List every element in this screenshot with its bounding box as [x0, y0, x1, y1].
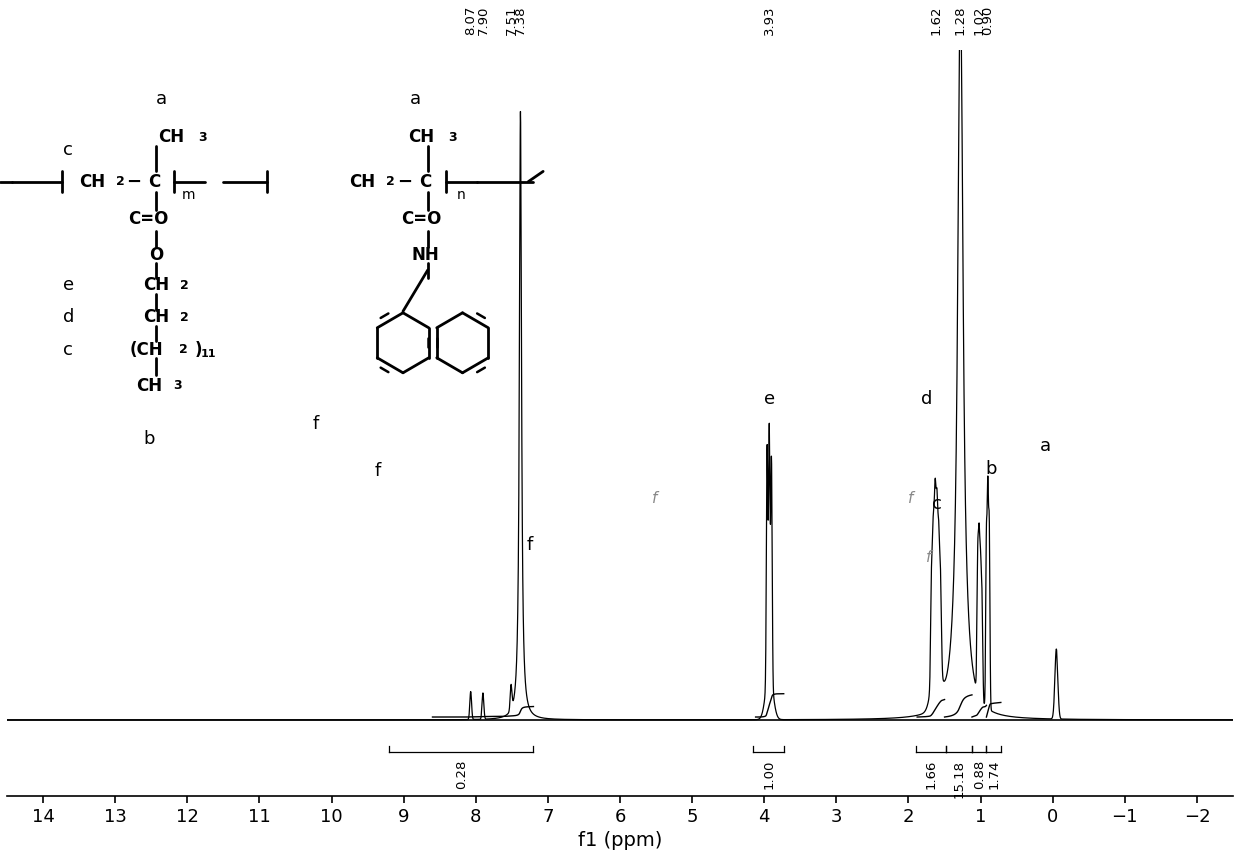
Text: 2: 2: [180, 310, 190, 324]
Text: CH: CH: [78, 172, 105, 191]
Text: m: m: [182, 189, 195, 202]
Text: a: a: [156, 89, 166, 108]
Text: 11: 11: [201, 349, 216, 359]
Text: b: b: [986, 460, 997, 478]
Text: ): ): [195, 340, 202, 359]
Text: f: f: [312, 415, 320, 434]
Text: CH: CH: [143, 276, 170, 295]
Text: d: d: [921, 391, 932, 409]
Text: NH: NH: [412, 245, 439, 264]
Text: $\mathit{f}$: $\mathit{f}$: [925, 548, 935, 565]
Text: 8.07: 8.07: [464, 5, 477, 35]
X-axis label: f1 (ppm): f1 (ppm): [578, 831, 662, 850]
Text: 1.00: 1.00: [763, 759, 775, 789]
Text: 2: 2: [180, 279, 190, 292]
Text: −: −: [397, 172, 412, 191]
Text: 3.93: 3.93: [763, 5, 776, 35]
Text: d: d: [62, 308, 74, 327]
Text: 3: 3: [198, 130, 206, 144]
Text: 1.62: 1.62: [930, 5, 942, 35]
Text: 7.51: 7.51: [505, 5, 517, 35]
Text: (CH: (CH: [129, 340, 164, 359]
Text: C: C: [148, 172, 160, 191]
Text: 2: 2: [386, 175, 396, 189]
Text: 0.88: 0.88: [972, 759, 986, 788]
Text: e: e: [764, 391, 775, 409]
Text: f: f: [527, 536, 533, 554]
Text: $\mathit{f}$: $\mathit{f}$: [908, 490, 916, 506]
Text: 2: 2: [115, 175, 125, 189]
Text: C=O: C=O: [402, 209, 441, 228]
Text: e: e: [63, 276, 73, 295]
Text: CH: CH: [348, 172, 376, 191]
Text: c: c: [63, 141, 73, 159]
Text: CH: CH: [157, 128, 185, 147]
Text: $\mathit{f}$: $\mathit{f}$: [651, 490, 661, 506]
Text: n: n: [456, 189, 466, 202]
Text: −: −: [126, 172, 141, 191]
Text: f: f: [374, 462, 382, 481]
Text: 15.18: 15.18: [952, 759, 966, 798]
Text: c: c: [63, 340, 73, 359]
Text: 1.02: 1.02: [972, 5, 986, 35]
Text: 7.90: 7.90: [476, 5, 490, 35]
Text: a: a: [410, 89, 420, 108]
Text: CH: CH: [408, 128, 435, 147]
Text: 2: 2: [179, 343, 188, 357]
Text: 3: 3: [174, 379, 181, 393]
Text: c: c: [932, 495, 942, 513]
Text: C: C: [419, 172, 432, 191]
Text: O: O: [149, 245, 164, 264]
Text: 0.90: 0.90: [981, 6, 994, 35]
Text: a: a: [1040, 437, 1052, 455]
Text: C=O: C=O: [129, 209, 169, 228]
Text: 1.28: 1.28: [954, 5, 967, 35]
Text: 0.28: 0.28: [455, 759, 467, 789]
Text: 3: 3: [449, 130, 456, 144]
Text: CH: CH: [135, 376, 162, 395]
Text: 7.38: 7.38: [513, 5, 527, 35]
Text: b: b: [143, 429, 155, 448]
Text: 1.66: 1.66: [924, 759, 937, 789]
Text: CH: CH: [143, 308, 170, 327]
Text: 1.74: 1.74: [987, 759, 1001, 789]
